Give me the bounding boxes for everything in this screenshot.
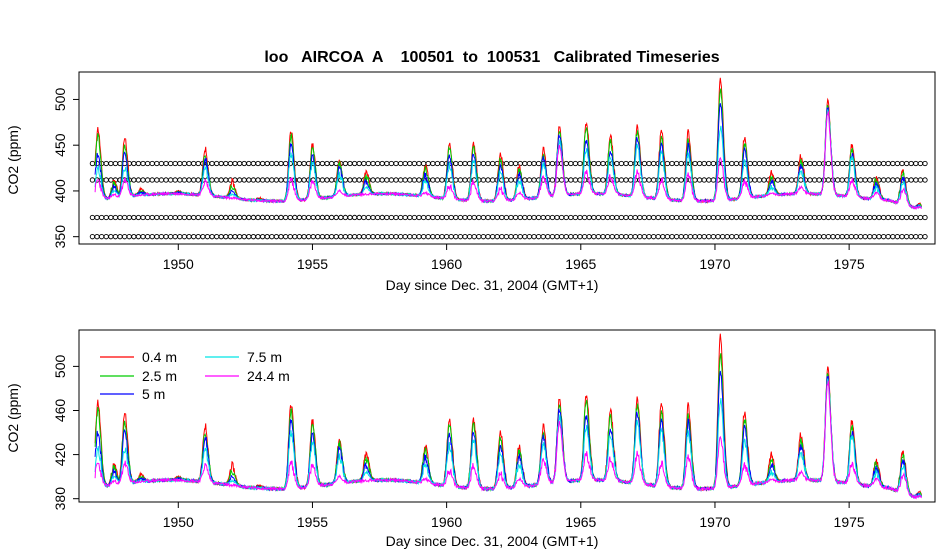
legend-label: 0.4 m: [142, 349, 177, 365]
series-line-24-4-m: [94, 380, 922, 500]
bottom-y-axis: 380 420 460 500: [52, 354, 79, 510]
legend-label: 24.4 m: [247, 368, 290, 384]
x-tick-label: 1970: [699, 514, 730, 530]
series-line-5: [94, 111, 922, 211]
top-x-axis: 1950 1955 1960 1965 1970 1975: [163, 244, 865, 272]
x-tick-label: 1965: [565, 514, 596, 530]
bottom-x-axis-label: Day since Dec. 31, 2004 (GMT+1): [386, 533, 599, 549]
top-y-axis-label: CO2 (ppm): [5, 125, 21, 194]
y-tick-label: 500: [52, 354, 68, 378]
x-tick-label: 1955: [297, 256, 328, 272]
legend-label: 7.5 m: [247, 349, 282, 365]
y-tick-label: 350: [52, 225, 68, 249]
bottom-x-axis: 1950 1955 1960 1965 1970 1975: [163, 502, 865, 530]
y-tick-label: 450: [52, 133, 68, 157]
x-tick-label: 1970: [699, 256, 730, 272]
y-tick-label: 420: [52, 443, 68, 467]
x-tick-label: 1950: [163, 256, 194, 272]
x-tick-label: 1950: [163, 514, 194, 530]
series-line-1: [94, 77, 923, 210]
top-calibration-markers: [89, 160, 928, 240]
series-line-0-4-m: [94, 333, 923, 499]
series-line-4: [94, 109, 922, 210]
series-line-7-5-m: [94, 378, 922, 500]
x-tick-label: 1960: [431, 514, 462, 530]
bottom-panel: 1950 1955 1960 1965 1970 1975 380 420 460 500 0.…: [5, 329, 936, 549]
calibration-marker-row: [89, 214, 928, 221]
x-tick-label: 1965: [565, 256, 596, 272]
top-x-axis-label: Day since Dec. 31, 2004 (GMT+1): [386, 277, 599, 293]
y-tick-label: 380: [52, 487, 68, 511]
y-tick-label: 400: [52, 179, 68, 203]
top-y-axis: 350 400 450 500: [52, 88, 79, 249]
x-tick-label: 1975: [834, 514, 865, 530]
calibration-marker-row: [89, 234, 928, 240]
calibration-marker-row: [89, 177, 928, 183]
top-series-lines: [94, 77, 923, 211]
bottom-series-lines: [94, 333, 923, 500]
top-plot-frame: [78, 71, 936, 245]
x-tick-label: 1955: [297, 514, 328, 530]
bottom-plot-frame: [78, 329, 936, 503]
bottom-y-axis-label: CO2 (ppm): [5, 383, 21, 452]
figure-title: loo AIRCOA A 100501 to 100531 Calibrated…: [264, 49, 719, 66]
legend-label: 5 m: [142, 386, 165, 402]
x-tick-label: 1975: [834, 256, 865, 272]
legend-label: 2.5 m: [142, 368, 177, 384]
x-tick-label: 1960: [431, 256, 462, 272]
y-tick-label: 460: [52, 399, 68, 423]
top-panel: 1950 1955 1960 1965 1970 1975 350 400 450 500 Da…: [5, 71, 936, 293]
legend: 0.4 m 2.5 m 5 m 7.5 m 24.4 m: [100, 349, 290, 402]
series-line-2: [94, 88, 922, 209]
y-tick-label: 500: [52, 88, 68, 112]
